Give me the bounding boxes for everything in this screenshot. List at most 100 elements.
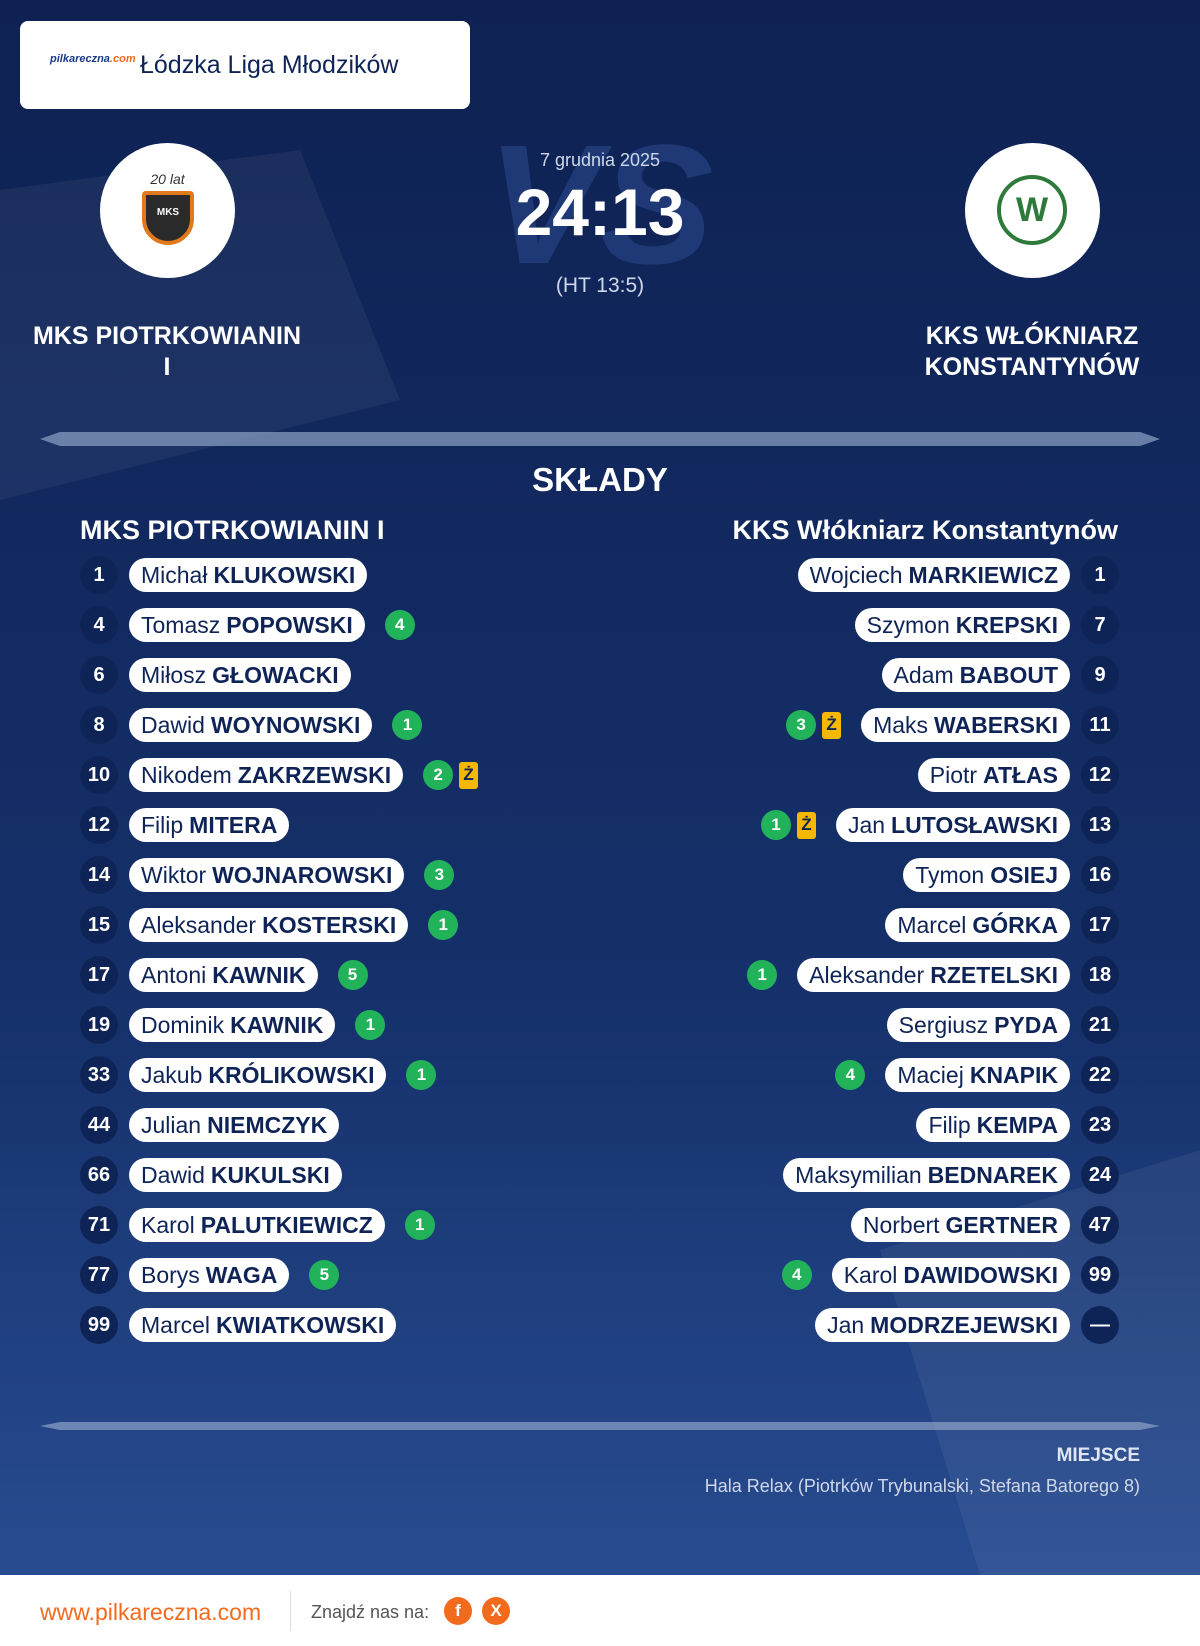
player-name: Wojciech MARKIEWICZ xyxy=(797,558,1070,592)
player-name: Dawid KUKULSKI xyxy=(129,1158,342,1192)
player-name: Filip KEMPA xyxy=(916,1108,1070,1142)
first-name: Wojciech xyxy=(809,561,903,588)
player-name: Sergiusz PYDA xyxy=(886,1008,1070,1042)
goals-badge: 1 xyxy=(428,910,459,940)
player-row: 3 Ż Maks WABERSKI 11 xyxy=(786,705,1119,745)
first-name: Karol xyxy=(141,1211,195,1238)
player-name: Marcel KWIATKOWSKI xyxy=(129,1308,397,1342)
first-name: Sergiusz xyxy=(898,1011,989,1038)
player-row: Sergiusz PYDA 21 xyxy=(886,1005,1119,1045)
goals-badge: 4 xyxy=(384,610,415,640)
player-name: Jan MODRZEJEWSKI xyxy=(815,1308,1070,1342)
league-name: Łódzka Liga Młodzików xyxy=(140,51,399,79)
first-name: Filip xyxy=(928,1111,971,1138)
shirt-number: 66 xyxy=(80,1156,118,1194)
player-name: Maks WABERSKI xyxy=(861,708,1070,742)
first-name: Dawid xyxy=(141,1161,205,1188)
match-date: 7 grudnia 2025 xyxy=(539,150,661,170)
last-name: MITERA xyxy=(189,811,278,838)
name-line: KKS WŁÓKNIARZ xyxy=(925,322,1139,350)
background-shapes xyxy=(40,432,1160,1430)
first-name: Michał xyxy=(141,561,208,588)
shirt-number: 12 xyxy=(1081,756,1119,794)
shirt-number: 21 xyxy=(1081,1006,1119,1044)
player-name: Aleksander RZETELSKI xyxy=(797,958,1070,992)
last-name: KRÓLIKOWSKI xyxy=(208,1061,375,1088)
shirt-number: 99 xyxy=(80,1306,118,1344)
x-icon[interactable]: X xyxy=(482,1597,510,1625)
shirt-number: 47 xyxy=(1081,1206,1119,1244)
player-row: Norbert GERTNER 47 xyxy=(850,1205,1119,1245)
player-row: Piotr ATŁAS 12 xyxy=(917,755,1119,795)
last-name: PYDA xyxy=(994,1011,1058,1038)
first-name: Maciej xyxy=(897,1061,964,1088)
last-name: WOJNAROWSKI xyxy=(212,861,393,888)
home-logo: 20 lat MKS xyxy=(100,143,235,278)
shirt-number: 13 xyxy=(1081,806,1119,844)
separator xyxy=(290,1591,291,1631)
site-link[interactable]: www.pilkareczna.com xyxy=(40,1599,262,1625)
player-row: 15 Aleksander KOSTERSKI 1 xyxy=(80,905,459,945)
first-name: Tomasz xyxy=(141,611,221,638)
facebook-icon[interactable]: f xyxy=(444,1597,472,1625)
first-name: Marcel xyxy=(897,911,967,938)
player-row: Tymon OSIEJ 16 xyxy=(903,855,1119,895)
last-name: RZETELSKI xyxy=(930,961,1058,988)
first-name: Marcel xyxy=(141,1311,211,1338)
player-row: 44 Julian NIEMCZYK xyxy=(80,1105,340,1145)
goals-badge: 1 xyxy=(404,1210,435,1240)
player-name: Norbert GERTNER xyxy=(850,1208,1070,1242)
shirt-number: 23 xyxy=(1081,1106,1119,1144)
last-name: DAWIDOWSKI xyxy=(903,1261,1058,1288)
player-row: Maksymilian BEDNAREK 24 xyxy=(783,1155,1119,1195)
goals-badge: 1 xyxy=(392,710,423,740)
first-name: Filip xyxy=(141,811,184,838)
shirt-number: 11 xyxy=(1081,706,1119,744)
player-row: 71 Karol PALUTKIEWICZ 1 xyxy=(80,1205,435,1245)
goals-badge: 5 xyxy=(337,960,368,990)
follow-text: Znajdź nas na: xyxy=(311,1602,430,1622)
player-name: Filip MITERA xyxy=(129,808,290,842)
last-name: WAGA xyxy=(205,1261,278,1288)
shirt-number: 9 xyxy=(1081,656,1119,694)
player-row: 77 Borys WAGA 5 xyxy=(80,1255,340,1295)
player-name: Michał KLUKOWSKI xyxy=(129,558,368,592)
name-line: MKS PIOTRKOWIANIN xyxy=(32,322,302,350)
first-name: Piotr xyxy=(929,761,978,788)
last-name: POPOWSKI xyxy=(226,611,353,638)
last-name: KUKULSKI xyxy=(210,1161,330,1188)
shirt-number: 1 xyxy=(1081,556,1119,594)
venue-text: Hala Relax (Piotrków Trybunalski, Stefan… xyxy=(704,1476,1140,1496)
first-name: Antoni xyxy=(141,961,207,988)
last-name: BABOUT xyxy=(959,661,1058,688)
shirt-number: 10 xyxy=(80,756,118,794)
player-name: Jakub KRÓLIKOWSKI xyxy=(129,1058,387,1092)
player-row: 99 Marcel KWIATKOWSKI xyxy=(80,1305,397,1345)
shirt-number: 99 xyxy=(1081,1256,1119,1294)
last-name: NIEMCZYK xyxy=(207,1111,328,1138)
first-name: Borys xyxy=(141,1261,200,1288)
player-name: Maksymilian BEDNAREK xyxy=(783,1158,1070,1192)
player-name: Tymon OSIEJ xyxy=(903,858,1070,892)
player-row: 8 Dawid WOYNOWSKI 1 xyxy=(80,705,423,745)
first-name: Adam xyxy=(893,661,954,688)
player-name: Aleksander KOSTERSKI xyxy=(129,908,409,942)
league-header: pilkareczna.com Łódzka Liga Młodzików xyxy=(20,21,470,109)
last-name: ATŁAS xyxy=(983,761,1058,788)
footer: www.pilkareczna.com Znajdź nas na: f X xyxy=(0,1575,1200,1646)
first-name: Miłosz xyxy=(141,661,207,688)
first-name: Dawid xyxy=(141,711,205,738)
player-row: 6 Miłosz GŁOWACKI xyxy=(80,655,351,695)
player-row: 33 Jakub KRÓLIKOWSKI 1 xyxy=(80,1055,437,1095)
first-name: Aleksander xyxy=(141,911,257,938)
player-name: Tomasz POPOWSKI xyxy=(129,608,365,642)
first-name: Nikodem xyxy=(141,761,232,788)
goals-badge: 2 xyxy=(423,760,454,790)
player-row: Filip KEMPA 23 xyxy=(916,1105,1119,1145)
score: 24:13 xyxy=(515,175,685,249)
last-name: ZAKRZEWSKI xyxy=(237,761,392,788)
first-name: Norbert xyxy=(862,1211,940,1238)
player-name: Adam BABOUT xyxy=(881,658,1070,692)
first-name: Julian xyxy=(141,1111,202,1138)
card-badge: Ż xyxy=(822,711,842,739)
